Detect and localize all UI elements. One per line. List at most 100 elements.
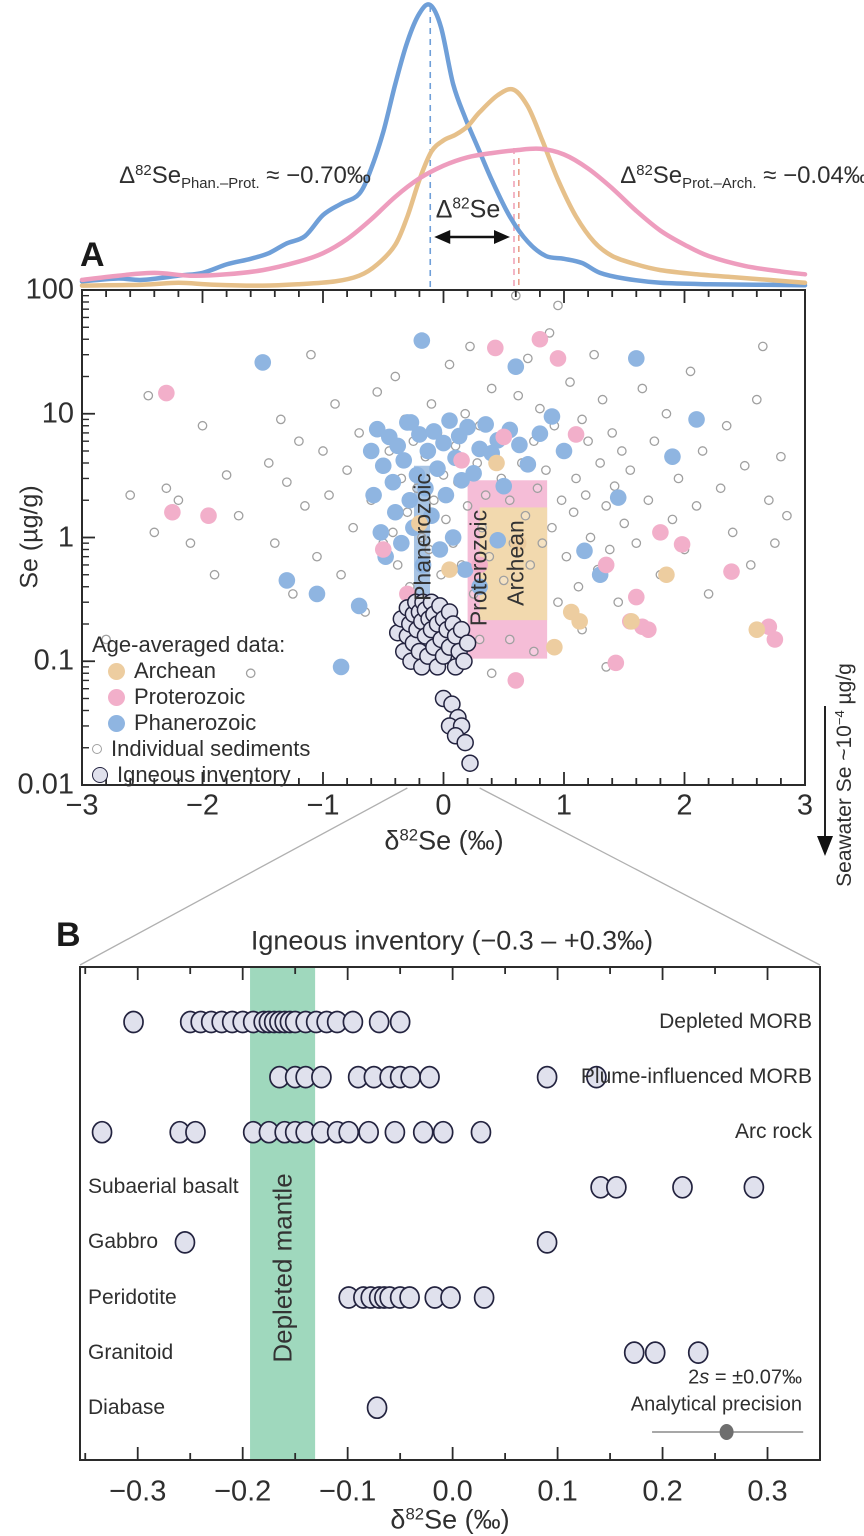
phanerozoic-point — [365, 486, 382, 504]
legend-item-igneous-inventory: Igneous inventory — [92, 762, 310, 788]
phanerozoic-point — [431, 541, 449, 558]
igneous-strip-point — [400, 1065, 421, 1089]
sediment-point — [745, 560, 756, 570]
sediment-point — [525, 560, 536, 570]
sediment-point — [197, 420, 208, 431]
sediment-point — [643, 495, 654, 506]
archean-swatch-icon — [108, 662, 125, 680]
sediment-point — [354, 428, 364, 438]
category-label: Granitoid — [88, 1340, 174, 1364]
phanerozoic-point — [555, 442, 573, 460]
panel-a-x-tick-label: −3 — [65, 789, 99, 822]
sediment-point — [336, 569, 346, 580]
sediment-point — [580, 490, 591, 500]
sediment-point — [429, 495, 439, 506]
sediment-point — [631, 538, 642, 549]
legend: Age-averaged data: Archean Proterozoic Pha… — [92, 632, 310, 788]
igneous-strip-point — [174, 1231, 196, 1254]
phanerozoic-point — [429, 460, 446, 477]
phanerozoic-point — [495, 477, 513, 495]
sediment-point — [616, 446, 627, 456]
sediment-point — [498, 575, 509, 586]
igneous-strip-point — [440, 1286, 461, 1309]
sediment-point — [416, 532, 427, 543]
sediment-point — [388, 527, 398, 538]
sediment-point — [480, 490, 491, 500]
proterozoic-swatch-icon — [108, 688, 125, 706]
phanerozoic-point — [444, 529, 462, 546]
igneous-strip-point — [586, 1065, 607, 1089]
sediment-point — [125, 490, 136, 500]
sediment-point — [565, 377, 575, 388]
phanerozoic-point — [332, 658, 350, 676]
sediment-point — [553, 300, 563, 311]
sediment-point — [727, 527, 738, 538]
phanerozoic-point — [453, 471, 470, 489]
sediment-point — [661, 408, 672, 419]
category-label: Arc rock — [734, 1120, 812, 1144]
arrow-left-head-icon — [434, 230, 451, 244]
panel-b-label: B — [56, 916, 81, 954]
sediment-point — [568, 507, 579, 518]
sediment-point — [484, 551, 495, 562]
sediment-point — [537, 538, 548, 549]
phanerozoic-point — [384, 473, 402, 491]
sediment-point — [348, 522, 358, 533]
sediment-point — [751, 394, 762, 405]
sediment-point — [460, 408, 471, 419]
sediment-point — [577, 414, 587, 425]
igneous-point — [455, 652, 473, 670]
proterozoic-point — [507, 672, 525, 689]
sediment-point — [541, 465, 551, 476]
sediment-point — [522, 353, 533, 364]
sediment-point — [782, 510, 792, 521]
panel-b-x-tick-label: 0.2 — [642, 1475, 683, 1508]
igneous-strip-point — [536, 1065, 558, 1089]
igneous-strip-point — [743, 1175, 765, 1199]
panel-a-x-tick-label: 2 — [676, 789, 693, 822]
proterozoic-point — [766, 631, 784, 648]
legend-item-phanerozoic: Phanerozoic — [92, 710, 310, 736]
sediment-point — [390, 371, 401, 382]
sediment-point — [553, 597, 563, 608]
legend-item-archean: Archean — [92, 658, 310, 684]
category-label: Peridotite — [88, 1285, 177, 1309]
igneous-point — [461, 754, 479, 772]
sediment-point — [776, 451, 786, 462]
sediment-point — [770, 538, 780, 549]
igneous-strip-point — [366, 1396, 388, 1420]
igneous-strip-point — [338, 1120, 360, 1144]
sediment-point — [504, 495, 515, 506]
igneous-strip-point — [342, 1010, 364, 1034]
seawater-arrowhead-icon — [817, 836, 833, 856]
sediment-point — [486, 668, 497, 679]
sediment-point — [392, 560, 403, 570]
phanerozoic-point — [576, 542, 593, 560]
sediment-point — [233, 510, 244, 521]
age-band-phanerozoic — [413, 465, 431, 610]
sediment-point — [149, 527, 160, 538]
phanerozoic-point — [441, 412, 458, 429]
phanerozoic-point — [425, 423, 443, 440]
igneous-strip-point — [358, 1120, 380, 1144]
phanerozoic-point — [477, 416, 494, 433]
igneous-strip-point — [311, 1065, 332, 1089]
sediment-point — [504, 634, 515, 645]
proterozoic-point — [607, 654, 625, 672]
phanerozoic-point — [609, 489, 627, 506]
proterozoic-point — [640, 621, 657, 638]
phanerozoic-point — [411, 426, 428, 443]
proterozoic-point — [652, 524, 669, 541]
panel-b-x-tick-label: −0.3 — [109, 1475, 167, 1508]
panel-a-x-tick-label: −1 — [306, 789, 340, 822]
sediment-swatch-icon — [92, 744, 102, 754]
sediment-point — [589, 349, 599, 360]
proterozoic-point — [374, 541, 392, 558]
sediment-point — [444, 359, 455, 370]
sediment-point — [703, 589, 714, 599]
igneous-strip-point — [473, 1286, 495, 1309]
proterozoic-point — [723, 563, 740, 580]
sediment-point — [739, 460, 750, 471]
igneous-swatch-icon — [92, 767, 108, 783]
